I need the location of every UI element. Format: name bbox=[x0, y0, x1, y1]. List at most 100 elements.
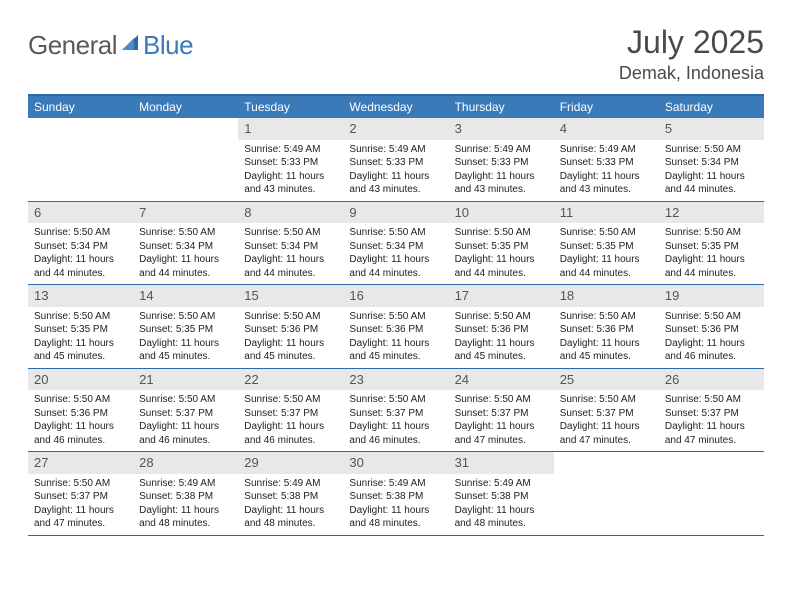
sunrise-line: Sunrise: 5:50 AM bbox=[349, 226, 442, 240]
logo-sail-icon bbox=[120, 32, 142, 59]
sunrise-line: Sunrise: 5:50 AM bbox=[244, 310, 337, 324]
day-details: Sunrise: 5:50 AMSunset: 5:37 PMDaylight:… bbox=[659, 390, 764, 451]
daylight-line: Daylight: 11 hours and 44 minutes. bbox=[139, 253, 232, 280]
day-number: 19 bbox=[659, 285, 764, 307]
sunset-line: Sunset: 5:36 PM bbox=[34, 407, 127, 421]
day-details: Sunrise: 5:50 AMSunset: 5:36 PMDaylight:… bbox=[554, 307, 659, 368]
day-number: 30 bbox=[343, 452, 448, 474]
day-number: 8 bbox=[238, 202, 343, 224]
daylight-line: Daylight: 11 hours and 43 minutes. bbox=[560, 170, 653, 197]
calendar-grid: Sunday Monday Tuesday Wednesday Thursday… bbox=[28, 94, 764, 536]
daylight-line: Daylight: 11 hours and 44 minutes. bbox=[560, 253, 653, 280]
daylight-line: Daylight: 11 hours and 47 minutes. bbox=[665, 420, 758, 447]
daylight-line: Daylight: 11 hours and 44 minutes. bbox=[34, 253, 127, 280]
sunset-line: Sunset: 5:37 PM bbox=[665, 407, 758, 421]
sunset-line: Sunset: 5:36 PM bbox=[560, 323, 653, 337]
sunrise-line: Sunrise: 5:50 AM bbox=[665, 226, 758, 240]
sunrise-line: Sunrise: 5:49 AM bbox=[139, 477, 232, 491]
day-cell: 28Sunrise: 5:49 AMSunset: 5:38 PMDayligh… bbox=[133, 452, 238, 535]
daylight-line: Daylight: 11 hours and 44 minutes. bbox=[455, 253, 548, 280]
day-number: 2 bbox=[343, 118, 448, 140]
day-details: Sunrise: 5:50 AMSunset: 5:34 PMDaylight:… bbox=[343, 223, 448, 284]
day-details: Sunrise: 5:50 AMSunset: 5:34 PMDaylight:… bbox=[28, 223, 133, 284]
month-title: July 2025 bbox=[619, 24, 764, 61]
daylight-line: Daylight: 11 hours and 45 minutes. bbox=[139, 337, 232, 364]
sunrise-line: Sunrise: 5:49 AM bbox=[560, 143, 653, 157]
sunrise-line: Sunrise: 5:50 AM bbox=[455, 393, 548, 407]
day-cell: 23Sunrise: 5:50 AMSunset: 5:37 PMDayligh… bbox=[343, 369, 448, 452]
daylight-line: Daylight: 11 hours and 44 minutes. bbox=[349, 253, 442, 280]
day-cell: 9Sunrise: 5:50 AMSunset: 5:34 PMDaylight… bbox=[343, 202, 448, 285]
sunset-line: Sunset: 5:35 PM bbox=[560, 240, 653, 254]
daylight-line: Daylight: 11 hours and 48 minutes. bbox=[455, 504, 548, 531]
day-details: Sunrise: 5:50 AMSunset: 5:36 PMDaylight:… bbox=[449, 307, 554, 368]
sunset-line: Sunset: 5:37 PM bbox=[349, 407, 442, 421]
day-number: 23 bbox=[343, 369, 448, 391]
day-cell: 30Sunrise: 5:49 AMSunset: 5:38 PMDayligh… bbox=[343, 452, 448, 535]
sunrise-line: Sunrise: 5:49 AM bbox=[455, 477, 548, 491]
day-details: Sunrise: 5:49 AMSunset: 5:33 PMDaylight:… bbox=[449, 140, 554, 201]
daylight-line: Daylight: 11 hours and 48 minutes. bbox=[244, 504, 337, 531]
sunset-line: Sunset: 5:34 PM bbox=[139, 240, 232, 254]
daylight-line: Daylight: 11 hours and 47 minutes. bbox=[34, 504, 127, 531]
weekday-header-row: Sunday Monday Tuesday Wednesday Thursday… bbox=[28, 96, 764, 118]
sunset-line: Sunset: 5:35 PM bbox=[455, 240, 548, 254]
sunset-line: Sunset: 5:38 PM bbox=[244, 490, 337, 504]
sunset-line: Sunset: 5:34 PM bbox=[244, 240, 337, 254]
sunset-line: Sunset: 5:33 PM bbox=[455, 156, 548, 170]
weekday-header: Saturday bbox=[659, 96, 764, 118]
location-subtitle: Demak, Indonesia bbox=[619, 63, 764, 84]
sunset-line: Sunset: 5:37 PM bbox=[560, 407, 653, 421]
calendar-week-row: 1Sunrise: 5:49 AMSunset: 5:33 PMDaylight… bbox=[28, 118, 764, 202]
day-cell: 10Sunrise: 5:50 AMSunset: 5:35 PMDayligh… bbox=[449, 202, 554, 285]
day-number: 13 bbox=[28, 285, 133, 307]
sunset-line: Sunset: 5:38 PM bbox=[139, 490, 232, 504]
day-details: Sunrise: 5:50 AMSunset: 5:35 PMDaylight:… bbox=[28, 307, 133, 368]
day-number: 31 bbox=[449, 452, 554, 474]
day-cell: 21Sunrise: 5:50 AMSunset: 5:37 PMDayligh… bbox=[133, 369, 238, 452]
day-cell: 22Sunrise: 5:50 AMSunset: 5:37 PMDayligh… bbox=[238, 369, 343, 452]
day-details: Sunrise: 5:50 AMSunset: 5:37 PMDaylight:… bbox=[343, 390, 448, 451]
day-details: Sunrise: 5:50 AMSunset: 5:37 PMDaylight:… bbox=[238, 390, 343, 451]
sunset-line: Sunset: 5:33 PM bbox=[244, 156, 337, 170]
logo: General Blue bbox=[28, 24, 193, 61]
day-number: 1 bbox=[238, 118, 343, 140]
daylight-line: Daylight: 11 hours and 45 minutes. bbox=[34, 337, 127, 364]
daylight-line: Daylight: 11 hours and 45 minutes. bbox=[455, 337, 548, 364]
sunrise-line: Sunrise: 5:50 AM bbox=[560, 310, 653, 324]
day-details: Sunrise: 5:50 AMSunset: 5:35 PMDaylight:… bbox=[659, 223, 764, 284]
logo-text-general: General bbox=[28, 30, 117, 61]
day-cell-empty bbox=[659, 452, 764, 535]
sunrise-line: Sunrise: 5:50 AM bbox=[34, 310, 127, 324]
calendar-week-row: 13Sunrise: 5:50 AMSunset: 5:35 PMDayligh… bbox=[28, 285, 764, 369]
daylight-line: Daylight: 11 hours and 46 minutes. bbox=[349, 420, 442, 447]
calendar-week-row: 20Sunrise: 5:50 AMSunset: 5:36 PMDayligh… bbox=[28, 369, 764, 453]
sunrise-line: Sunrise: 5:50 AM bbox=[665, 310, 758, 324]
sunrise-line: Sunrise: 5:50 AM bbox=[34, 477, 127, 491]
calendar-week-row: 27Sunrise: 5:50 AMSunset: 5:37 PMDayligh… bbox=[28, 452, 764, 536]
weeks-container: 1Sunrise: 5:49 AMSunset: 5:33 PMDaylight… bbox=[28, 118, 764, 536]
sunset-line: Sunset: 5:37 PM bbox=[455, 407, 548, 421]
day-number: 25 bbox=[554, 369, 659, 391]
day-cell: 27Sunrise: 5:50 AMSunset: 5:37 PMDayligh… bbox=[28, 452, 133, 535]
sunrise-line: Sunrise: 5:50 AM bbox=[139, 393, 232, 407]
day-number: 11 bbox=[554, 202, 659, 224]
sunrise-line: Sunrise: 5:50 AM bbox=[665, 393, 758, 407]
weekday-header: Monday bbox=[133, 96, 238, 118]
day-details: Sunrise: 5:50 AMSunset: 5:36 PMDaylight:… bbox=[28, 390, 133, 451]
daylight-line: Daylight: 11 hours and 44 minutes. bbox=[665, 253, 758, 280]
day-number: 22 bbox=[238, 369, 343, 391]
day-details: Sunrise: 5:50 AMSunset: 5:36 PMDaylight:… bbox=[659, 307, 764, 368]
day-number: 28 bbox=[133, 452, 238, 474]
day-details: Sunrise: 5:50 AMSunset: 5:34 PMDaylight:… bbox=[659, 140, 764, 201]
sunset-line: Sunset: 5:33 PM bbox=[560, 156, 653, 170]
sunrise-line: Sunrise: 5:49 AM bbox=[244, 143, 337, 157]
day-cell: 8Sunrise: 5:50 AMSunset: 5:34 PMDaylight… bbox=[238, 202, 343, 285]
day-number: 9 bbox=[343, 202, 448, 224]
page-header: General Blue July 2025 Demak, Indonesia bbox=[28, 24, 764, 84]
sunrise-line: Sunrise: 5:50 AM bbox=[244, 226, 337, 240]
day-cell-empty bbox=[28, 118, 133, 201]
day-details: Sunrise: 5:50 AMSunset: 5:37 PMDaylight:… bbox=[554, 390, 659, 451]
day-details: Sunrise: 5:50 AMSunset: 5:35 PMDaylight:… bbox=[133, 307, 238, 368]
daylight-line: Daylight: 11 hours and 46 minutes. bbox=[139, 420, 232, 447]
